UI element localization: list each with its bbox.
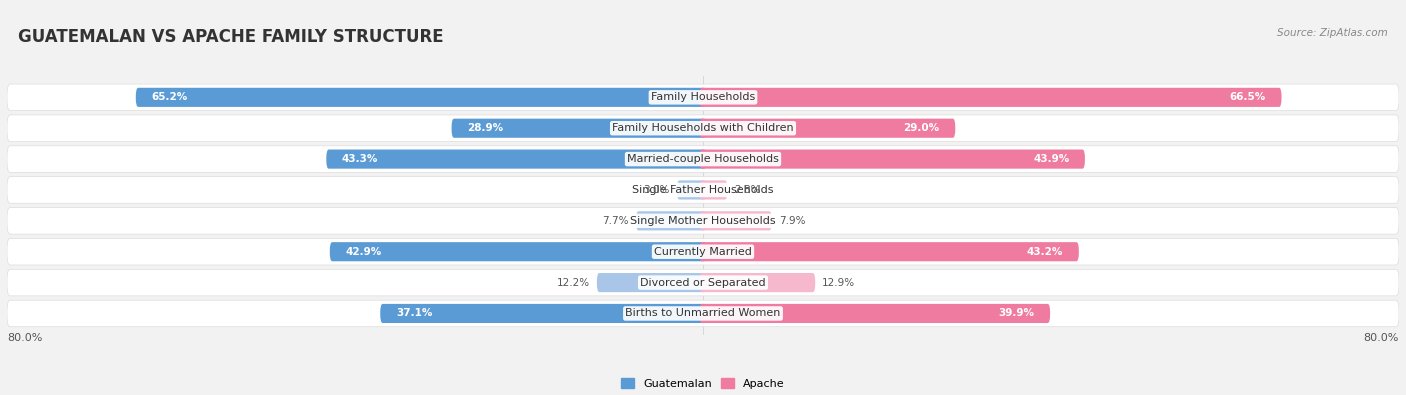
FancyBboxPatch shape	[700, 242, 1078, 261]
Text: 28.9%: 28.9%	[467, 123, 503, 133]
Text: 80.0%: 80.0%	[1364, 333, 1399, 342]
Text: Family Households with Children: Family Households with Children	[612, 123, 794, 133]
Text: Divorced or Separated: Divorced or Separated	[640, 278, 766, 288]
Text: 12.2%: 12.2%	[557, 278, 591, 288]
Text: 39.9%: 39.9%	[998, 308, 1035, 318]
FancyBboxPatch shape	[7, 115, 1399, 141]
Text: 12.9%: 12.9%	[823, 278, 855, 288]
FancyBboxPatch shape	[676, 181, 706, 199]
Text: 37.1%: 37.1%	[396, 308, 432, 318]
FancyBboxPatch shape	[636, 211, 706, 230]
Text: 43.9%: 43.9%	[1033, 154, 1069, 164]
FancyBboxPatch shape	[700, 181, 727, 199]
FancyBboxPatch shape	[700, 211, 772, 230]
Text: 3.0%: 3.0%	[644, 185, 669, 195]
FancyBboxPatch shape	[7, 207, 1399, 234]
Text: Births to Unmarried Women: Births to Unmarried Women	[626, 308, 780, 318]
Text: 7.9%: 7.9%	[779, 216, 806, 226]
FancyBboxPatch shape	[7, 146, 1399, 172]
Legend: Guatemalan, Apache: Guatemalan, Apache	[617, 374, 789, 393]
FancyBboxPatch shape	[451, 118, 706, 138]
FancyBboxPatch shape	[7, 177, 1399, 203]
FancyBboxPatch shape	[7, 300, 1399, 327]
FancyBboxPatch shape	[326, 150, 706, 169]
Text: 7.7%: 7.7%	[603, 216, 628, 226]
FancyBboxPatch shape	[380, 304, 706, 323]
FancyBboxPatch shape	[598, 273, 706, 292]
FancyBboxPatch shape	[700, 273, 815, 292]
Text: 43.2%: 43.2%	[1026, 247, 1063, 257]
Text: 80.0%: 80.0%	[7, 333, 42, 342]
FancyBboxPatch shape	[700, 88, 1281, 107]
FancyBboxPatch shape	[7, 84, 1399, 111]
FancyBboxPatch shape	[7, 239, 1399, 265]
Text: 43.3%: 43.3%	[342, 154, 378, 164]
Text: 2.8%: 2.8%	[734, 185, 761, 195]
Text: 29.0%: 29.0%	[904, 123, 939, 133]
Text: Source: ZipAtlas.com: Source: ZipAtlas.com	[1277, 28, 1388, 38]
Text: Single Mother Households: Single Mother Households	[630, 216, 776, 226]
Text: Currently Married: Currently Married	[654, 247, 752, 257]
FancyBboxPatch shape	[700, 304, 1050, 323]
Text: 42.9%: 42.9%	[346, 247, 381, 257]
Text: 65.2%: 65.2%	[152, 92, 187, 102]
FancyBboxPatch shape	[700, 150, 1085, 169]
Text: GUATEMALAN VS APACHE FAMILY STRUCTURE: GUATEMALAN VS APACHE FAMILY STRUCTURE	[18, 28, 444, 46]
FancyBboxPatch shape	[136, 88, 706, 107]
Text: Married-couple Households: Married-couple Households	[627, 154, 779, 164]
FancyBboxPatch shape	[330, 242, 706, 261]
Text: Single Father Households: Single Father Households	[633, 185, 773, 195]
FancyBboxPatch shape	[7, 269, 1399, 296]
Text: 66.5%: 66.5%	[1230, 92, 1265, 102]
Text: Family Households: Family Households	[651, 92, 755, 102]
FancyBboxPatch shape	[700, 118, 955, 138]
